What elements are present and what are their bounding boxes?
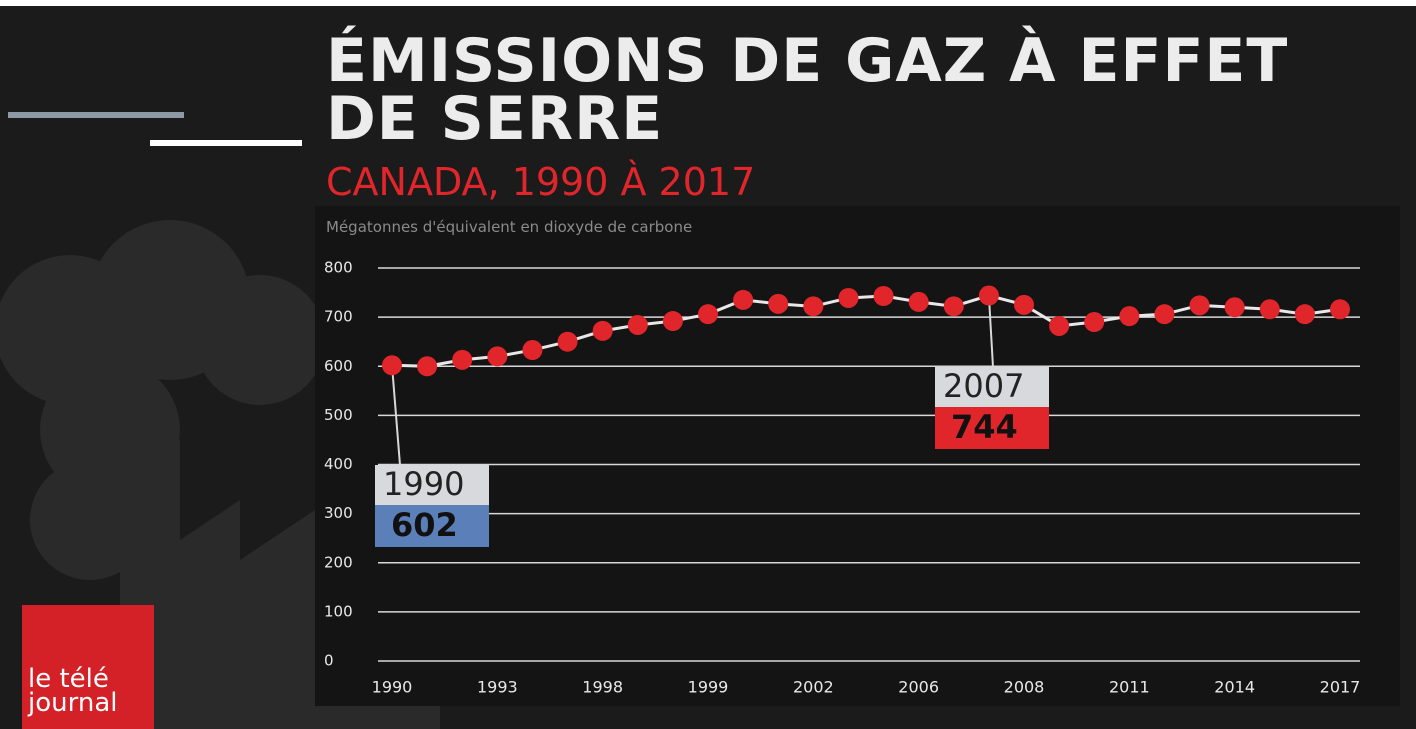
point	[382, 355, 402, 375]
y-tick-label: 700	[324, 308, 353, 326]
y-tick-label: 600	[324, 357, 353, 375]
y-tick-label: 400	[324, 455, 353, 473]
point	[1260, 299, 1280, 319]
point	[803, 296, 823, 316]
decor-line	[8, 112, 184, 118]
point	[733, 290, 753, 310]
point	[558, 332, 578, 352]
point	[1014, 295, 1034, 315]
chart-subtitle: CANADA, 1990 À 2017	[326, 160, 755, 204]
y-tick-label: 800	[324, 259, 353, 277]
annotation-year: 1990	[383, 465, 464, 503]
point	[452, 350, 472, 370]
point	[1154, 304, 1174, 324]
logo: le télé journal	[22, 605, 154, 729]
point	[663, 311, 683, 331]
y-tick-label: 300	[324, 504, 353, 522]
point	[1119, 306, 1139, 326]
point	[768, 294, 788, 314]
point	[593, 321, 613, 341]
point	[979, 286, 999, 306]
page: 0 100 200 300 400 500 600 700 800 1990 1993 1998 199…	[0, 0, 1416, 729]
x-tick-label: 1999	[688, 678, 729, 697]
point	[874, 286, 894, 306]
x-tick-label: 2014	[1214, 678, 1255, 697]
decor-line	[150, 140, 302, 146]
point	[1049, 316, 1069, 336]
y-tick-label: 200	[324, 553, 353, 571]
y-tick-label: 500	[324, 406, 353, 424]
x-tick-label: 2011	[1109, 678, 1150, 697]
y-tick-label: 0	[324, 652, 334, 670]
x-tick-label: 2002	[793, 678, 834, 697]
point	[698, 304, 718, 324]
x-tick-label: 2017	[1320, 678, 1361, 697]
point	[487, 346, 507, 366]
point	[944, 296, 964, 316]
y-axis-label: Mégatonnes d'équivalent en dioxyde de ca…	[326, 218, 692, 236]
point	[1190, 295, 1210, 315]
point	[1225, 297, 1245, 317]
x-tick-label: 1990	[372, 678, 413, 697]
x-tick-label: 1998	[582, 678, 623, 697]
point	[838, 288, 858, 308]
point	[417, 356, 437, 376]
chart-title: ÉMISSIONS DE GAZ À EFFET DE SERRE	[326, 32, 1326, 148]
point	[522, 340, 542, 360]
point	[909, 292, 929, 312]
point	[1295, 304, 1315, 324]
plot-background	[315, 206, 1400, 706]
point	[628, 315, 648, 335]
x-tick-label: 1993	[477, 678, 518, 697]
point	[1084, 312, 1104, 332]
point	[1330, 299, 1350, 319]
frame	[0, 0, 1416, 6]
annotation-year: 2007	[943, 367, 1024, 405]
annotation-value: 744	[951, 408, 1018, 446]
annotation-value: 602	[391, 506, 458, 544]
y-tick-label: 100	[324, 602, 353, 620]
x-tick-label: 2006	[898, 678, 939, 697]
x-tick-label: 2008	[1004, 678, 1045, 697]
